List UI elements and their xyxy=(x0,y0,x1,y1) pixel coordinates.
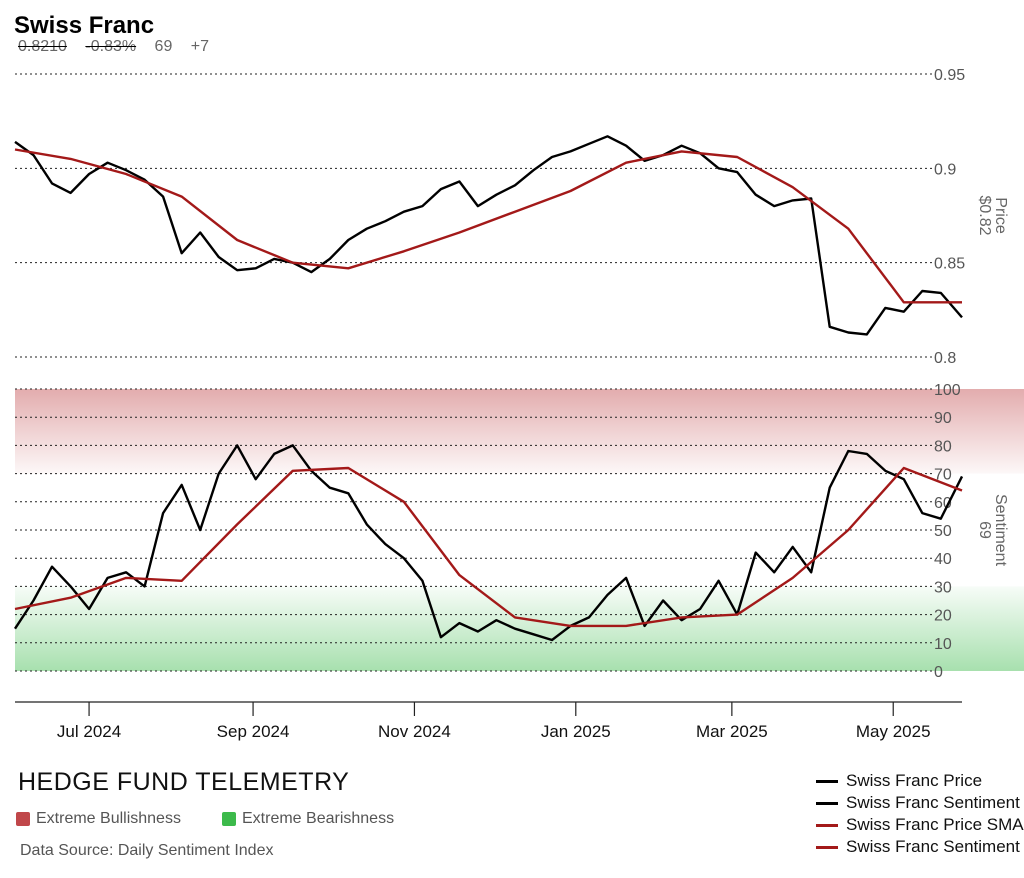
y-tick-label-sentiment: 100 xyxy=(934,382,961,399)
legend-line xyxy=(816,845,838,849)
bearish-swatch xyxy=(222,812,236,826)
legend-label: Swiss Franc Sentiment xyxy=(846,793,1020,812)
legend-extreme-bearishness: Extreme Bearishness xyxy=(222,810,394,828)
x-tick-label: Nov 2024 xyxy=(378,722,451,741)
legend-extreme-bullishness: Extreme Bullishness xyxy=(16,810,181,828)
y-tick-label-price: 0.9 xyxy=(934,161,956,178)
sentiment-axis-label: Sentiment xyxy=(992,494,1009,567)
legend-item-sentiment-sma[interactable]: Swiss Franc Sentiment SMA xyxy=(816,836,1024,858)
x-tick-label: May 2025 xyxy=(856,722,931,741)
price-axis-label: Price xyxy=(992,197,1009,234)
legend-line xyxy=(816,801,838,805)
y-tick-label-sentiment: 20 xyxy=(934,608,952,625)
y-tick-label-price: 0.8 xyxy=(934,350,956,367)
y-tick-label-sentiment: 70 xyxy=(934,467,952,484)
x-tick-label: Jul 2024 xyxy=(57,722,121,741)
y-tick-label-price: 0.85 xyxy=(934,256,965,273)
legend-item-sentiment[interactable]: Swiss Franc Sentiment xyxy=(816,792,1024,814)
legend-label: Extreme Bullishness xyxy=(36,810,181,827)
x-tick-label: Mar 2025 xyxy=(696,722,768,741)
sentiment-zones xyxy=(15,389,1024,671)
series-legend: Swiss Franc Price Swiss Franc Sentiment … xyxy=(816,770,1024,858)
y-tick-label-sentiment: 30 xyxy=(934,579,952,596)
y-tick-label-sentiment: 10 xyxy=(934,636,952,653)
series-lines xyxy=(13,135,964,642)
data-source: Data Source: Daily Sentiment Index xyxy=(20,842,274,859)
y-tick-label-sentiment: 0 xyxy=(934,664,943,681)
price-axis-value: $0.82 xyxy=(976,195,993,235)
header-stats: 0.8210 -0.83% 69 +7 xyxy=(18,38,223,56)
x-tick-label: Jan 2025 xyxy=(541,722,611,741)
grid-lines xyxy=(15,73,932,672)
swiss-franc-sentiment-sma-line xyxy=(14,466,963,628)
legend-label: Swiss Franc Price SMA xyxy=(846,815,1024,834)
last-price: 0.8210 xyxy=(18,38,67,55)
bullish-swatch xyxy=(16,812,30,826)
legend-item-price[interactable]: Swiss Franc Price xyxy=(816,770,1024,792)
swiss-franc-price-sma-line xyxy=(14,148,962,304)
legend-item-price-sma[interactable]: Swiss Franc Price SMA xyxy=(816,814,1024,836)
x-axis: Jul 2024 Sep 2024 Nov 2024 Jan 2025 Mar 2025… xyxy=(15,701,962,741)
legend-line xyxy=(816,823,838,827)
legend-label: Extreme Bearishness xyxy=(242,810,395,827)
legend-line xyxy=(816,779,838,783)
zone-extreme-bearishness xyxy=(15,586,1024,671)
y-tick-label-sentiment: 90 xyxy=(934,410,952,427)
sentiment-value: 69 xyxy=(154,38,173,55)
swiss-franc-sentiment-line xyxy=(13,444,964,642)
y-tick-label-sentiment: 80 xyxy=(934,438,952,455)
y-tick-label-sentiment: 50 xyxy=(934,523,952,540)
sentiment-axis-value: 69 xyxy=(976,521,993,539)
x-tick-label: Sep 2024 xyxy=(217,722,290,741)
brand-name: HEDGE FUND TELEMETRY xyxy=(18,768,350,796)
price-change: -0.83% xyxy=(85,38,137,55)
y-tick-label-price: 0.95 xyxy=(934,67,965,84)
legend-label: Swiss Franc Price xyxy=(846,771,983,790)
legend-label: Swiss Franc Sentiment SMA xyxy=(846,837,1024,856)
sentiment-change: +7 xyxy=(190,38,210,55)
swiss-franc-price-line xyxy=(14,135,963,336)
chart-title: Swiss Franc xyxy=(14,12,155,39)
y-tick-label-sentiment: 40 xyxy=(934,551,952,568)
zone-extreme-bullishness xyxy=(15,389,1024,474)
